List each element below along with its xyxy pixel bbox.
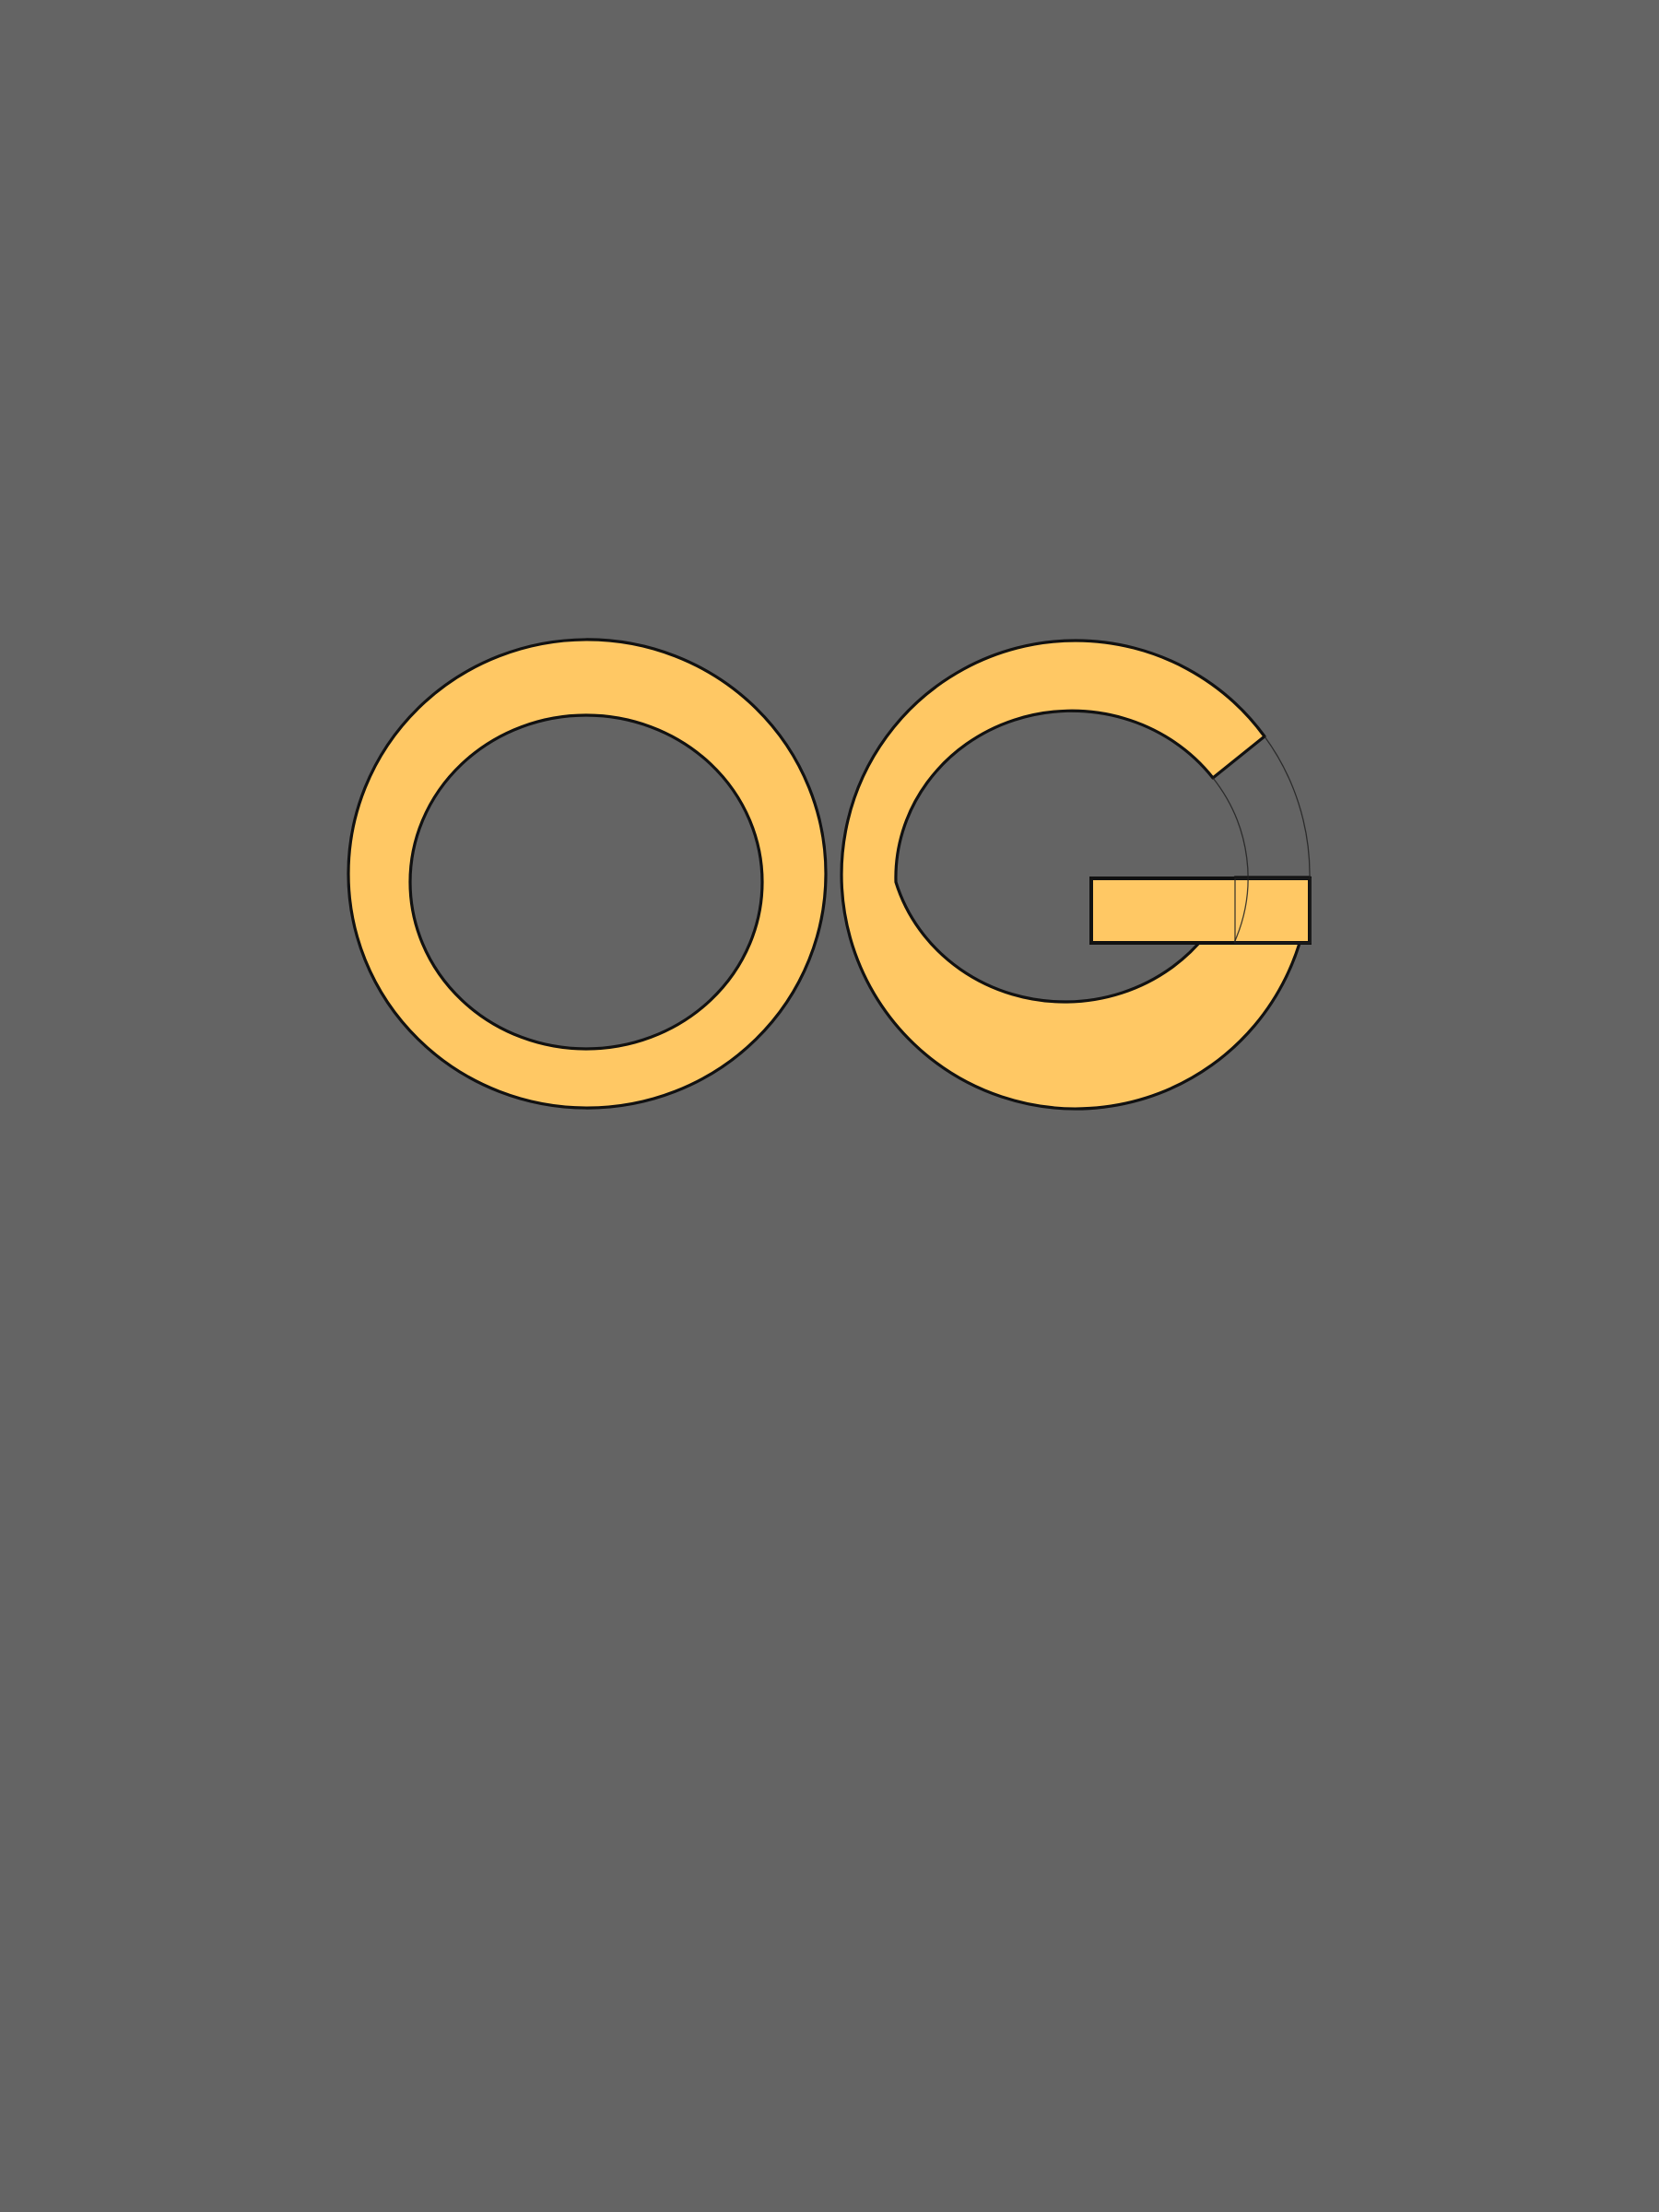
- letter-g-crossbar: [1089, 877, 1312, 945]
- g-guide-box: [1234, 877, 1312, 944]
- letter-g-arc: [840, 639, 1312, 1111]
- g-guide-outer-arc: [1264, 735, 1311, 878]
- g-guide-inner-arc: [1212, 777, 1249, 944]
- letter-o: [347, 638, 828, 1110]
